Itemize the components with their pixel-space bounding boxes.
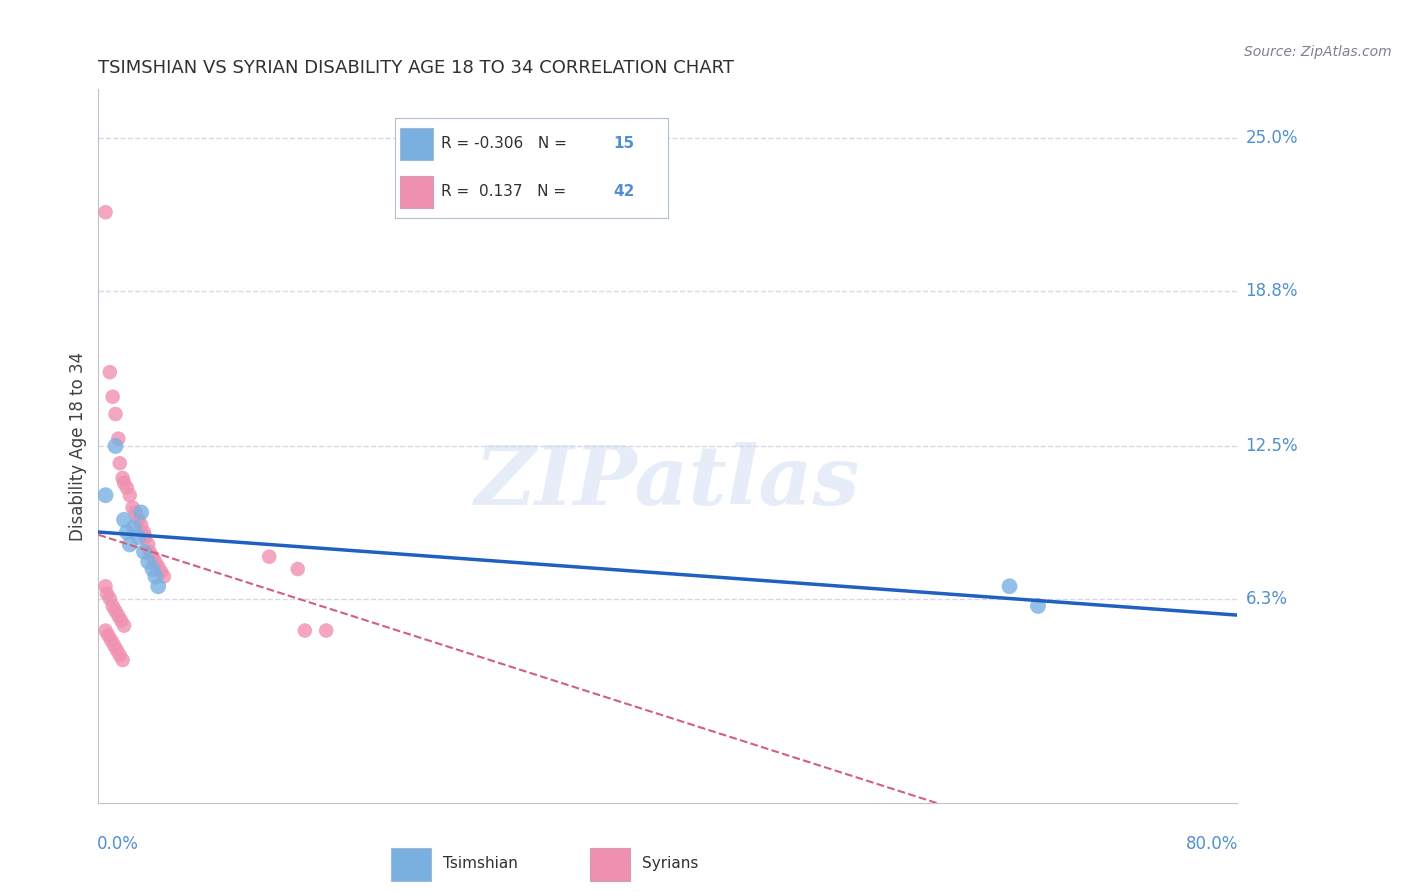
Point: [101, 599, 124, 613]
Point: [124, 505, 146, 519]
Point: [148, 579, 170, 593]
Text: TSIMSHIAN VS SYRIAN DISABILITY AGE 18 TO 34 CORRELATION CHART: TSIMSHIAN VS SYRIAN DISABILITY AGE 18 TO…: [98, 59, 734, 77]
Point: [145, 555, 167, 569]
Text: 6.3%: 6.3%: [1246, 590, 1288, 607]
Point: [112, 475, 135, 490]
Point: [150, 565, 173, 579]
Point: [1026, 599, 1049, 613]
Point: [129, 517, 152, 532]
Point: [104, 604, 127, 618]
Point: [96, 587, 118, 601]
Point: [259, 549, 281, 564]
Point: [111, 471, 134, 485]
Point: [118, 488, 141, 502]
Text: 12.5%: 12.5%: [1246, 437, 1298, 455]
Point: [138, 545, 160, 559]
Point: [97, 628, 120, 642]
Point: [94, 624, 117, 638]
Point: [110, 614, 132, 628]
Text: 0.0%: 0.0%: [97, 835, 139, 853]
Text: 25.0%: 25.0%: [1246, 129, 1298, 147]
Point: [98, 591, 121, 606]
Point: [141, 549, 163, 564]
Point: [127, 530, 149, 544]
Point: [294, 624, 316, 638]
Point: [148, 559, 170, 574]
Point: [111, 653, 134, 667]
Point: [105, 643, 128, 657]
Point: [94, 579, 117, 593]
Y-axis label: Disability Age 18 to 34: Disability Age 18 to 34: [69, 351, 87, 541]
Point: [153, 569, 176, 583]
Point: [145, 569, 167, 583]
Point: [107, 608, 129, 623]
Point: [100, 633, 122, 648]
Point: [129, 505, 152, 519]
Point: [127, 513, 149, 527]
Text: ZIPatlas: ZIPatlas: [475, 442, 860, 522]
Point: [103, 638, 125, 652]
Point: [104, 439, 127, 453]
Point: [112, 513, 135, 527]
Text: 80.0%: 80.0%: [1187, 835, 1239, 853]
Point: [122, 520, 145, 534]
Point: [315, 624, 337, 638]
Point: [141, 562, 163, 576]
Point: [108, 456, 131, 470]
Point: [287, 562, 309, 576]
Point: [136, 537, 159, 551]
Point: [118, 537, 141, 551]
Point: [107, 432, 129, 446]
Point: [104, 407, 127, 421]
Point: [115, 525, 138, 540]
Point: [94, 205, 117, 219]
Point: [115, 481, 138, 495]
Point: [134, 530, 156, 544]
Text: 18.8%: 18.8%: [1246, 282, 1298, 300]
Point: [132, 525, 155, 540]
Point: [112, 618, 135, 632]
Text: Source: ZipAtlas.com: Source: ZipAtlas.com: [1244, 45, 1392, 59]
Point: [108, 648, 131, 662]
Point: [94, 488, 117, 502]
Point: [132, 545, 155, 559]
Point: [121, 500, 143, 515]
Point: [98, 365, 121, 379]
Point: [136, 555, 159, 569]
Point: [101, 390, 124, 404]
Point: [998, 579, 1021, 593]
